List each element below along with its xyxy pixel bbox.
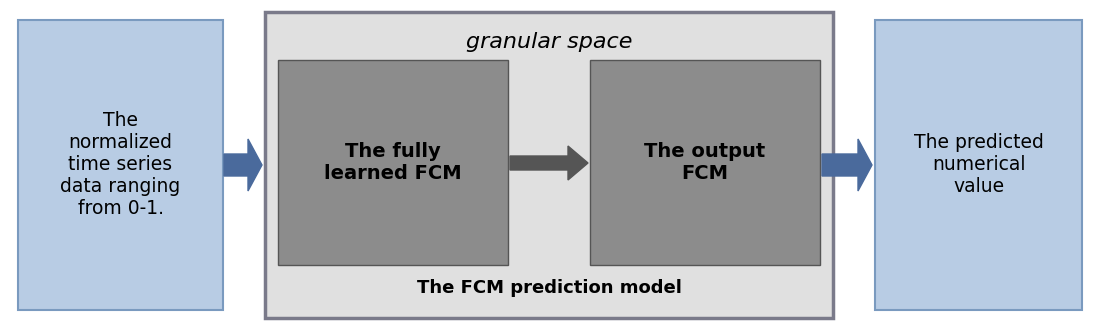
Text: The FCM prediction model: The FCM prediction model bbox=[416, 279, 682, 297]
Text: The
normalized
time series
data ranging
from 0-1.: The normalized time series data ranging … bbox=[60, 112, 181, 218]
Bar bbox=[875, 20, 1082, 310]
Bar bbox=[18, 20, 223, 310]
Bar bbox=[590, 60, 820, 265]
Text: The fully
learned FCM: The fully learned FCM bbox=[324, 142, 462, 183]
FancyArrow shape bbox=[509, 146, 589, 180]
Text: The output
FCM: The output FCM bbox=[645, 142, 765, 183]
Text: granular space: granular space bbox=[466, 32, 632, 52]
FancyArrow shape bbox=[822, 139, 872, 191]
Text: The predicted
numerical
value: The predicted numerical value bbox=[914, 134, 1043, 196]
FancyArrow shape bbox=[224, 139, 262, 191]
Bar bbox=[265, 12, 833, 318]
Bar bbox=[278, 60, 508, 265]
